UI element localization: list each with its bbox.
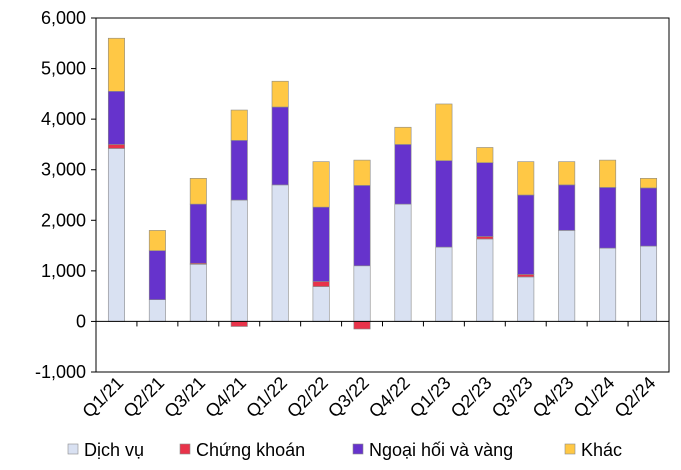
bar-segment-series-2: [517, 194, 535, 275]
bar-segment-series-2: [353, 185, 371, 267]
bar-segment-series-3: [312, 161, 330, 208]
legend-label: Ngoại hối và vàng: [369, 440, 513, 460]
bar-segment-series-0: [189, 263, 207, 322]
bar-segment-series-2: [394, 144, 412, 205]
bar-segment-series-0: [640, 245, 658, 322]
bar-segment-series-2: [230, 140, 248, 201]
bar-segment-series-3: [271, 80, 289, 108]
bar-segment-series-0: [230, 199, 248, 322]
bar-segment-series-2: [558, 184, 576, 231]
x-tick-label: Q4/22: [365, 373, 414, 422]
plot-border: [95, 17, 670, 373]
x-tick-label: Q2/22: [283, 373, 332, 422]
bar-segment-series-0: [107, 148, 125, 322]
bar-segment-series-2: [435, 160, 453, 248]
y-tick-label: 3,000: [41, 160, 86, 180]
bar-segment-series-1: [230, 321, 248, 327]
bar-segment-series-3: [107, 37, 125, 92]
x-tick-label: Q4/21: [201, 373, 250, 422]
legend-swatch: [564, 443, 576, 455]
bar-segment-series-0: [435, 246, 453, 322]
x-tick-label: Q4/23: [529, 373, 578, 422]
x-tick-label: Q1/22: [242, 373, 291, 422]
y-tick-label: 4,000: [41, 109, 86, 129]
legend-label: Chứng khoán: [196, 440, 305, 460]
x-tick-label: Q3/22: [324, 373, 373, 422]
bar-segment-series-1: [517, 274, 535, 278]
bar-segment-series-0: [271, 184, 289, 322]
y-tick-label: 2,000: [41, 210, 86, 230]
legend-swatch: [179, 443, 191, 455]
bar-segment-series-3: [476, 147, 494, 163]
bar-segment-series-3: [230, 109, 248, 141]
bar-segment-series-0: [599, 247, 617, 322]
x-axis: Q1/21Q2/21Q3/21Q4/21Q1/22Q2/22Q3/22Q4/22…: [78, 321, 670, 422]
x-tick-label: Q2/23: [447, 373, 496, 422]
legend-swatch: [352, 443, 364, 455]
bar-segment-series-2: [271, 106, 289, 186]
bar-segment-series-2: [189, 203, 207, 264]
bar-segment-series-1: [353, 321, 371, 330]
y-tick-label: 1,000: [41, 261, 86, 281]
legend-label: Khác: [581, 440, 622, 460]
bar-segment-series-3: [189, 178, 207, 205]
bar-segment-series-2: [476, 162, 494, 237]
bar-segment-series-3: [148, 230, 166, 251]
bar-segment-series-0: [476, 238, 494, 322]
bar-segment-series-1: [312, 281, 330, 287]
bar-segment-series-3: [640, 178, 658, 189]
legend-swatch: [67, 443, 79, 455]
bars-group: [107, 37, 658, 330]
x-tick-label: Q3/21: [160, 373, 209, 422]
bar-segment-series-3: [394, 126, 412, 145]
legend-label: Dịch vụ: [84, 440, 144, 460]
bar-segment-series-3: [435, 103, 453, 161]
bar-segment-series-2: [148, 250, 166, 300]
bar-segment-series-0: [517, 276, 535, 322]
bar-segment-series-2: [312, 206, 330, 282]
x-tick-label: Q1/23: [406, 373, 455, 422]
x-tick-label: Q1/24: [570, 373, 619, 422]
bar-segment-series-3: [517, 161, 535, 196]
legend: Dịch vụ Chứng khoán Ngoại hối và vàng Khác: [67, 440, 622, 460]
bar-segment-series-3: [599, 159, 617, 188]
x-tick-label: Q2/24: [611, 373, 660, 422]
bar-segment-series-2: [107, 91, 125, 145]
y-tick-label: 0: [76, 311, 86, 331]
plot-area: [95, 17, 670, 373]
bar-segment-series-0: [394, 203, 412, 322]
bar-segment-series-0: [558, 230, 576, 322]
bar-segment-series-3: [558, 161, 576, 186]
x-tick-label: Q2/21: [119, 373, 168, 422]
bar-segment-series-0: [148, 299, 166, 322]
bar-segment-series-0: [312, 286, 330, 322]
y-tick-label: 5,000: [41, 59, 86, 79]
bar-segment-series-2: [640, 187, 658, 247]
y-tick-label: -1,000: [35, 362, 86, 382]
bar-segment-series-1: [476, 236, 494, 240]
x-tick-label: Q3/23: [488, 373, 537, 422]
bar-segment-series-0: [353, 265, 371, 322]
y-axis: -1,000 0 1,000 2,000 3,000 4,000 5,000 6,000: [35, 8, 669, 382]
y-tick-label: 6,000: [41, 8, 86, 28]
bar-segment-series-2: [599, 187, 617, 249]
bar-segment-series-1: [107, 144, 125, 149]
bar-segment-series-3: [353, 159, 371, 186]
